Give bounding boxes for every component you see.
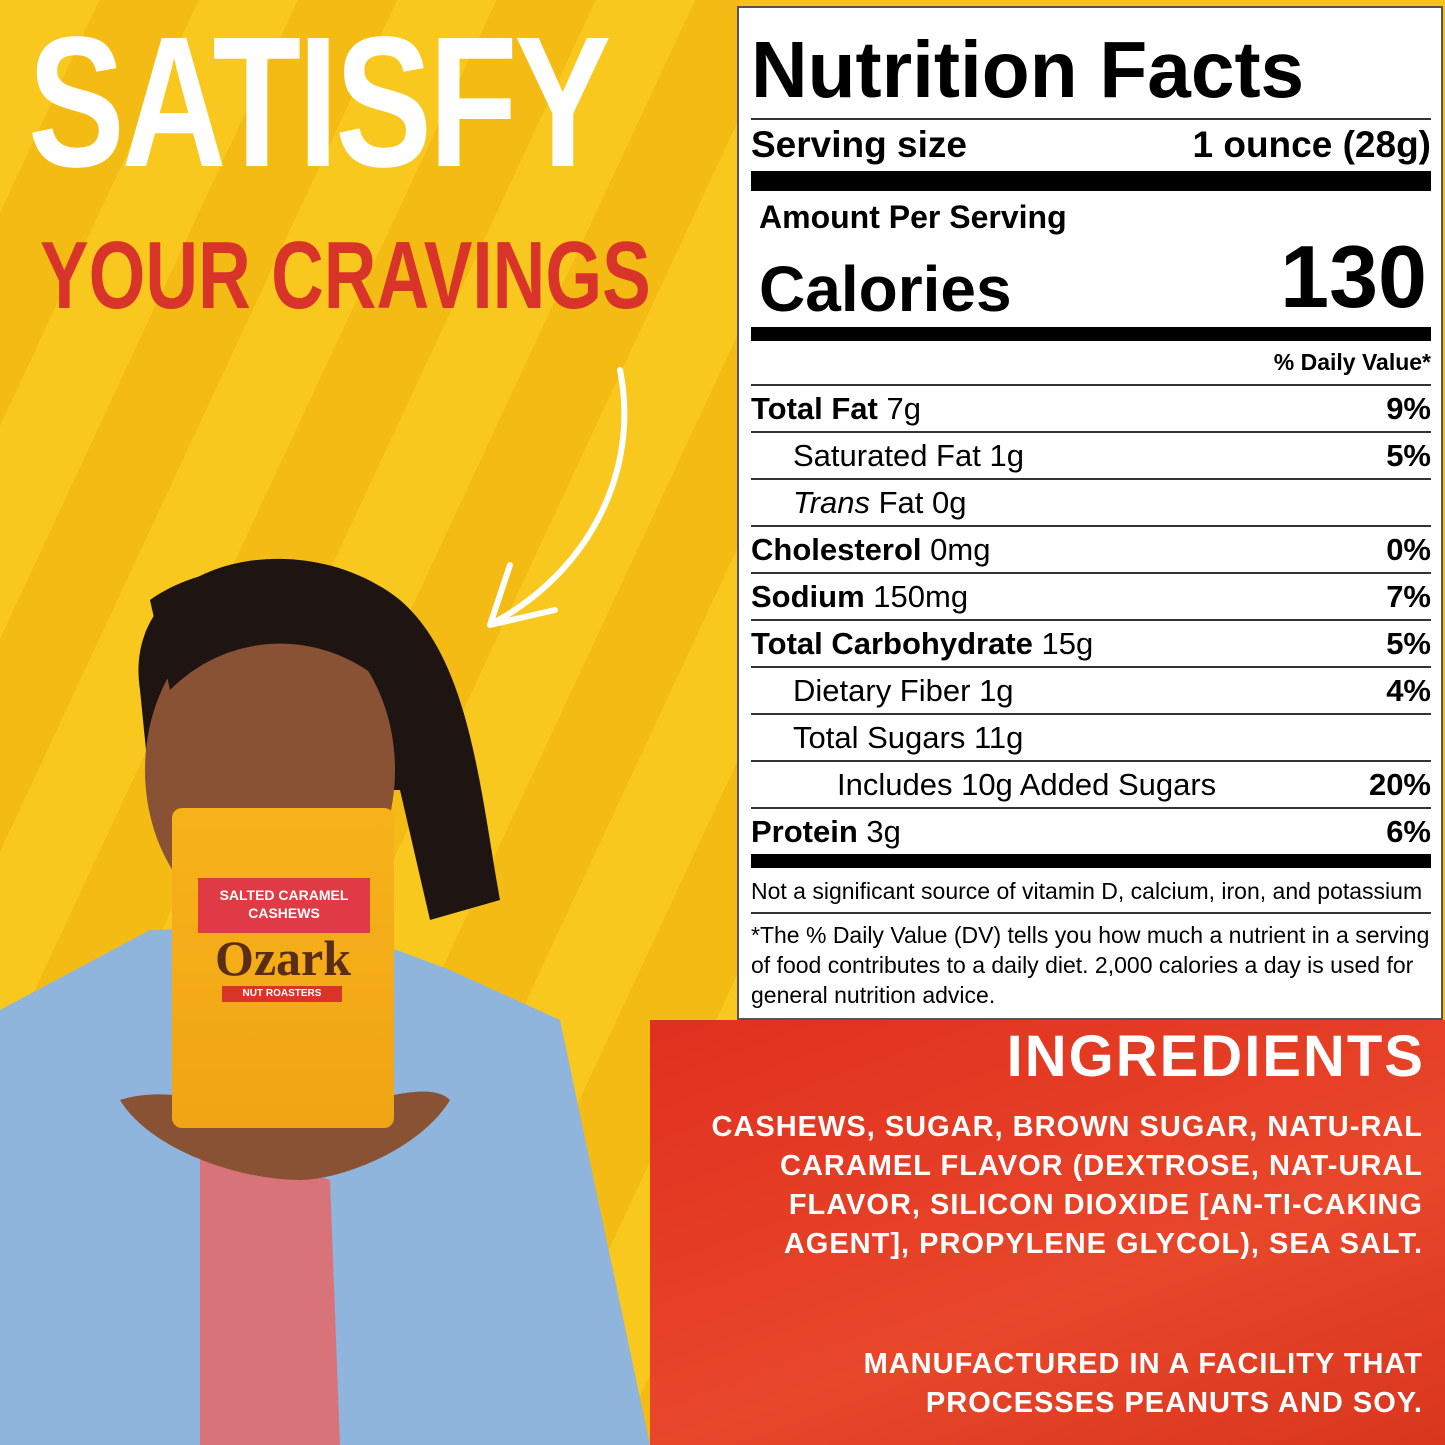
serving-label: Serving size [751,124,967,165]
bag-flavor-line2: CASHEWS [248,905,320,921]
ingredients-text: CASHEWS, SUGAR, BROWN SUGAR, NATU-RAL CA… [711,1111,1423,1260]
product-bag: SALTED CARAMEL CASHEWS Ozark NUT ROASTER… [172,808,394,1128]
nutrient-row-total-sugars: Total Sugars 11g [751,713,1431,760]
brand-subtitle: NUT ROASTERS [222,986,342,1002]
nutrition-title: Nutrition Facts [751,25,1305,114]
nutrient-row-sodium: Sodium 150mg 7% [751,572,1431,619]
nutrient-row-protein: Protein 3g 6% [751,807,1431,854]
thick-divider [751,327,1431,341]
serving-size-row: Serving size 1 ounce (28g) [751,120,1431,171]
headline-cravings: YOUR CRAVINGS [40,222,651,329]
brand-logo: Ozark [214,930,352,986]
nutrient-row-trans-fat: Trans Fat 0g [751,478,1431,525]
arrow-icon [487,367,628,628]
nutrient-row-saturated-fat: Saturated Fat 1g 5% [751,431,1431,478]
nutrient-row-cholesterol: Cholesterol 0mg 0% [751,525,1431,572]
calories-label: Calories [759,253,1012,325]
allergen-statement: MANUFACTURED IN A FACILITY THAT PROCESSE… [863,1348,1423,1419]
vitamin-footnote: Not a significant source of vitamin D, c… [751,868,1431,914]
daily-value-header: % Daily Value* [1273,349,1431,375]
nutrient-row-added-sugars: Includes 10g Added Sugars 20% [751,760,1431,807]
thick-divider [751,171,1431,191]
bag-flavor-band: SALTED CARAMEL CASHEWS [198,878,370,933]
ingredients-title: INGREDIENTS [1006,1024,1425,1089]
serving-value: 1 ounce (28g) [1192,124,1432,165]
calories-value: 130 [1280,227,1427,326]
nutrient-row-dietary-fiber: Dietary Fiber 1g 4% [751,666,1431,713]
headline-satisfy: SATISFY [28,0,611,206]
nutrition-facts-panel: Nutrition Facts Serving size 1 ounce (28… [737,6,1443,1020]
nutrient-row-total-carbohydrate: Total Carbohydrate 15g 5% [751,619,1431,666]
amount-per-serving: Amount Per Serving [759,199,1067,235]
thick-divider [751,854,1431,868]
daily-value-footnote: *The % Daily Value (DV) tells you how mu… [751,922,1430,1008]
calories-row: Calories 130 [751,233,1431,327]
ingredients-background [650,1020,1445,1445]
nutrient-row-total-fat: Total Fat 7g 9% [751,384,1431,431]
bag-flavor-line1: SALTED CARAMEL [219,887,349,903]
